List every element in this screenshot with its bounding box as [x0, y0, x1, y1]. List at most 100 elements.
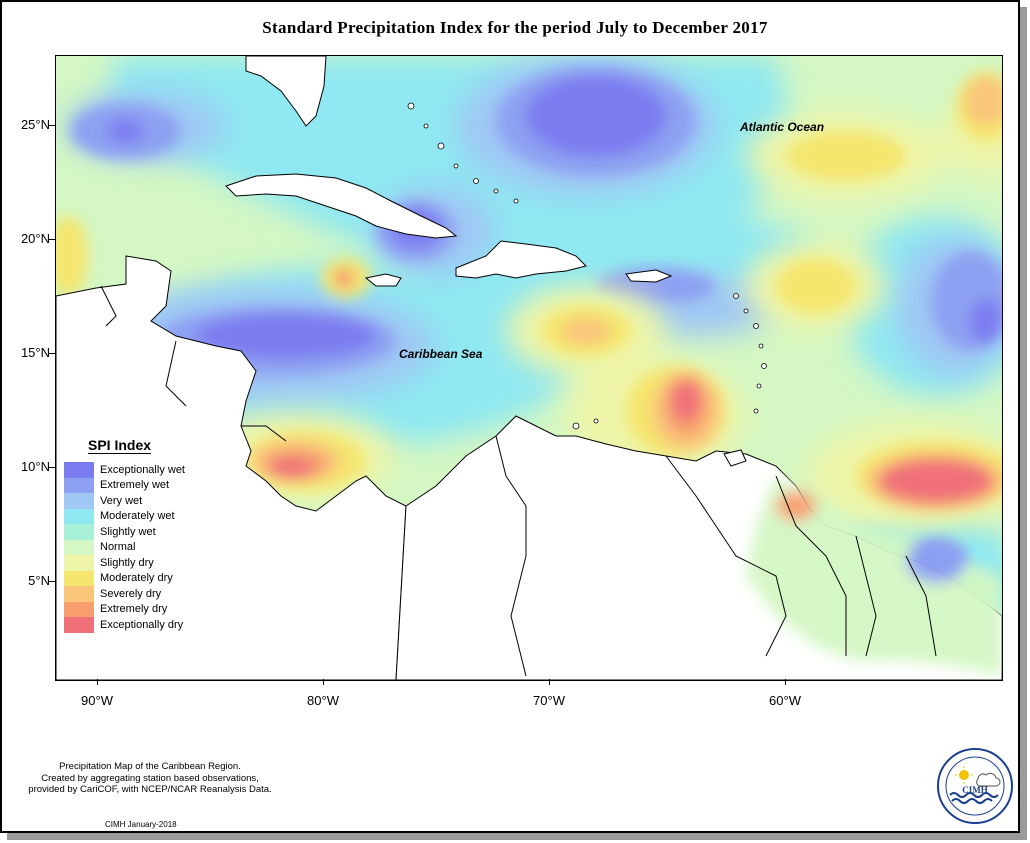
- island: [453, 163, 459, 169]
- legend-item: Slightly wet: [64, 524, 204, 540]
- island: [743, 308, 749, 314]
- legend-label: Very wet: [100, 494, 143, 507]
- island: [407, 102, 415, 110]
- land-cuba: [225, 173, 458, 239]
- legend-swatch: [64, 586, 94, 602]
- legend-swatch: [64, 508, 94, 524]
- legend-label: Extremely wet: [100, 479, 170, 492]
- island: [437, 142, 445, 150]
- y-label: 25°N: [20, 117, 50, 132]
- legend-item: Severely dry: [64, 586, 204, 602]
- island: [572, 422, 580, 430]
- spi-patch-moderately-dry: [786, 131, 906, 181]
- island: [756, 383, 762, 389]
- x-tick: [97, 679, 98, 685]
- border-line: [665, 455, 787, 657]
- island: [758, 343, 764, 349]
- cimh-logo: CIMH: [937, 748, 1013, 824]
- legend-item: Moderately wet: [64, 508, 204, 524]
- land-trinidad: [723, 449, 747, 467]
- border-line: [905, 555, 937, 657]
- land-florida: [245, 56, 327, 127]
- spi-patch-exceptionally-dry: [881, 461, 991, 501]
- legend-swatch: [64, 570, 94, 586]
- map-area: Atlantic Ocean Caribbean Sea: [55, 55, 1003, 681]
- border-line: [495, 435, 527, 677]
- island: [593, 418, 599, 424]
- spi-patch-severely-dry: [561, 317, 611, 345]
- legend-label: Slightly dry: [100, 556, 154, 569]
- x-tick: [549, 679, 550, 685]
- y-tick: [49, 467, 55, 468]
- x-label: 80°W: [307, 693, 339, 708]
- sun-icon: [959, 770, 969, 780]
- island: [473, 178, 479, 184]
- footnote-line: provided by CariCOF, with NCEP/NCAR Rean…: [28, 784, 272, 795]
- legend-label: Moderately dry: [100, 572, 173, 585]
- y-tick: [49, 125, 55, 126]
- y-tick: [49, 353, 55, 354]
- border-line: [775, 475, 847, 656]
- island: [423, 123, 429, 129]
- border-line: [100, 285, 117, 327]
- spi-patch-exceptionally-wet: [196, 314, 376, 358]
- spi-coast-overlay: [746, 476, 1002, 676]
- spi-patch-exceptionally-dry: [269, 458, 313, 478]
- spi-patch-exceptionally-wet: [108, 119, 144, 143]
- legend-item: Exceptionally dry: [64, 617, 204, 633]
- spi-patch-severely-dry: [964, 76, 1002, 126]
- legend-item: Exceptionally wet: [64, 462, 204, 478]
- legend-label: Exceptionally dry: [100, 618, 184, 631]
- label-atlantic-ocean: Atlantic Ocean: [740, 120, 825, 134]
- cloud-icon: [976, 772, 1001, 787]
- legend-item: Normal: [64, 539, 204, 555]
- wave-icon: [949, 792, 999, 798]
- spi-patch-moderately-dry: [56, 216, 88, 296]
- land-jamaica: [364, 273, 402, 287]
- x-label: 60°W: [769, 693, 801, 708]
- spi-patch-exceptionally-dry: [672, 381, 700, 421]
- legend-label: Exceptionally wet: [100, 463, 185, 476]
- legend-title: SPI Index: [88, 437, 152, 454]
- spi-patch-exceptionally-dry: [339, 275, 349, 285]
- legend-item: Slightly dry: [64, 555, 204, 571]
- x-tick: [323, 679, 324, 685]
- spi-coast-wet-patch: [906, 539, 966, 583]
- legend-label: Normal: [100, 541, 136, 554]
- legend-swatch: [64, 477, 94, 493]
- border-line: [165, 340, 187, 407]
- spi-legend: SPI Index Exceptionally wet Extremely we…: [64, 437, 204, 633]
- border-line: [241, 425, 287, 442]
- credit-text: CIMH January-2018: [105, 820, 177, 829]
- island: [753, 408, 759, 414]
- legend-label: Moderately wet: [100, 510, 175, 523]
- label-caribbean-sea: Caribbean Sea: [399, 347, 483, 361]
- legend-swatch: [64, 555, 94, 571]
- spi-map: [56, 56, 1002, 680]
- footnote: Precipitation Map of the Caribbean Regio…: [10, 761, 290, 796]
- footnote-line: Precipitation Map of the Caribbean Regio…: [59, 761, 241, 772]
- legend-label: Slightly wet: [100, 525, 156, 538]
- map-title: Standard Precipitation Index for the per…: [262, 18, 768, 37]
- legend-swatch: [64, 462, 94, 478]
- legend-swatch: [64, 617, 94, 633]
- x-tick: [785, 679, 786, 685]
- land-central-america: [56, 255, 407, 680]
- legend-swatch: [64, 601, 94, 617]
- land-hispaniola: [455, 240, 587, 279]
- legend-item: Extremely wet: [64, 477, 204, 493]
- x-label: 90°W: [81, 693, 113, 708]
- y-label: 15°N: [20, 345, 50, 360]
- legend-rows: Exceptionally wet Extremely wet Very wet…: [64, 462, 204, 633]
- spi-patch-exceptionally-wet: [526, 76, 666, 156]
- island: [733, 293, 739, 299]
- x-label: 70°W: [533, 693, 565, 708]
- legend-item: Moderately dry: [64, 570, 204, 586]
- spi-patch-moderately-dry: [776, 258, 856, 314]
- island: [753, 323, 759, 329]
- legend-swatch: [64, 539, 94, 555]
- land-puerto-rico: [625, 269, 673, 283]
- y-label: 10°N: [20, 459, 50, 474]
- legend-item: Extremely dry: [64, 601, 204, 617]
- legend-swatch: [64, 524, 94, 540]
